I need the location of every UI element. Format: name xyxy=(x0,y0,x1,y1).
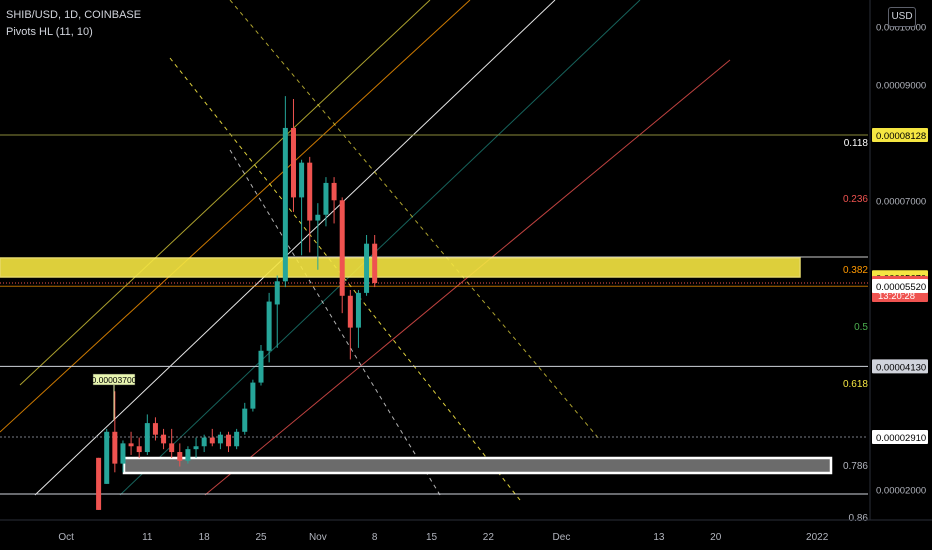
fib-level-label: 0.618 xyxy=(843,379,868,390)
time-tick: 8 xyxy=(372,532,378,543)
trend-line xyxy=(119,0,641,496)
horizontal-levels xyxy=(0,134,868,495)
candle-body xyxy=(290,127,296,198)
candle-body xyxy=(136,446,142,453)
candle-body xyxy=(193,446,199,450)
time-tick: 18 xyxy=(199,532,211,543)
candle-body xyxy=(372,243,378,284)
candle-body xyxy=(120,443,126,464)
time-tick: 15 xyxy=(426,532,438,543)
candle-body xyxy=(331,182,337,201)
symbol-title: SHIB/USD, 1D, COINBASE xyxy=(6,9,142,21)
candle-body xyxy=(315,214,321,221)
chart-labels: 0.118 0.236 0.382 0.5 0.618 0.786 0.86 0.000037… xyxy=(92,138,869,524)
candle-body xyxy=(185,449,191,461)
price-tag xyxy=(872,128,928,142)
trend-line xyxy=(19,0,431,386)
price-tag-label: 0.00005520 xyxy=(876,282,926,293)
candle-body xyxy=(128,443,134,447)
trend-line xyxy=(229,149,441,496)
candle-body xyxy=(307,162,313,221)
candle-body xyxy=(274,281,280,305)
candle-body xyxy=(96,457,102,510)
price-tag-label: 0.00002910 xyxy=(876,433,926,444)
candle-body xyxy=(364,243,370,293)
candle-body xyxy=(209,437,215,444)
candle-body xyxy=(201,437,207,447)
candle-body xyxy=(226,434,232,447)
candle-body xyxy=(347,295,353,328)
candle-body xyxy=(339,200,345,296)
candle-body xyxy=(258,350,264,383)
fib-level-label: 0.786 xyxy=(843,461,868,472)
candle-body xyxy=(299,162,305,198)
time-tick: 22 xyxy=(483,532,495,543)
fib-level-label: 0.5 xyxy=(854,322,868,333)
fib-level-label: 0.86 xyxy=(849,513,869,524)
price-tick: 0.00007000 xyxy=(876,196,926,207)
time-tick: Oct xyxy=(58,532,74,543)
pivot-high-label: 0.00003700 xyxy=(92,375,137,385)
candle-body xyxy=(266,301,272,351)
candle-body xyxy=(104,431,110,484)
candle-body xyxy=(282,127,288,282)
trend-line xyxy=(169,57,521,501)
time-tick: 2022 xyxy=(806,532,829,543)
fib-level-label: 0.118 xyxy=(844,138,869,149)
price-tag xyxy=(872,278,928,293)
price-tick: 0.00010000 xyxy=(876,23,926,34)
candle-body xyxy=(144,423,150,453)
candle-body xyxy=(323,182,329,215)
time-tick: 25 xyxy=(255,532,267,543)
candle-body xyxy=(242,408,248,432)
candles xyxy=(96,96,378,510)
candle-body xyxy=(177,452,183,461)
fib-level-label: 0.236 xyxy=(843,194,868,205)
price-tick: 0.00002000 xyxy=(876,486,926,497)
price-tag-label: 0.00004130 xyxy=(876,362,926,373)
price-tag xyxy=(872,359,928,374)
price-tick: 0.00009000 xyxy=(876,81,926,92)
price-tag-label: 0.00008128 xyxy=(876,131,926,142)
trend-line xyxy=(0,0,471,433)
indicator-label[interactable]: Pivots HL (11, 10) xyxy=(6,26,93,38)
trend-line xyxy=(34,0,556,496)
time-tick: Nov xyxy=(309,532,327,543)
price-axis[interactable]: 0.00010000 0.00002000 0.00009000 0.00007000… xyxy=(869,0,928,520)
countdown-label: 13:20:28 xyxy=(878,291,915,302)
candle-body xyxy=(161,434,167,444)
time-tick: 20 xyxy=(710,532,722,543)
currency-button[interactable]: USD xyxy=(888,7,916,27)
time-tick: Dec xyxy=(553,532,571,543)
candle-body xyxy=(169,443,175,453)
candle-body xyxy=(234,431,240,447)
price-tag xyxy=(872,430,928,444)
candle-body xyxy=(152,423,158,435)
candle-body xyxy=(217,434,223,444)
time-tick: 11 xyxy=(142,532,153,543)
time-tick: 13 xyxy=(653,532,665,543)
time-axis[interactable]: Oct 11 18 25 Nov 8 15 22 Dec 13 20 2022 xyxy=(0,519,932,543)
support-zone[interactable] xyxy=(122,456,833,475)
candle-body xyxy=(355,292,361,328)
fib-level-label: 0.382 xyxy=(843,265,868,276)
zones xyxy=(0,257,833,475)
resistance-zone[interactable] xyxy=(0,257,801,278)
candle-body xyxy=(250,382,256,409)
candle-body xyxy=(112,431,118,464)
